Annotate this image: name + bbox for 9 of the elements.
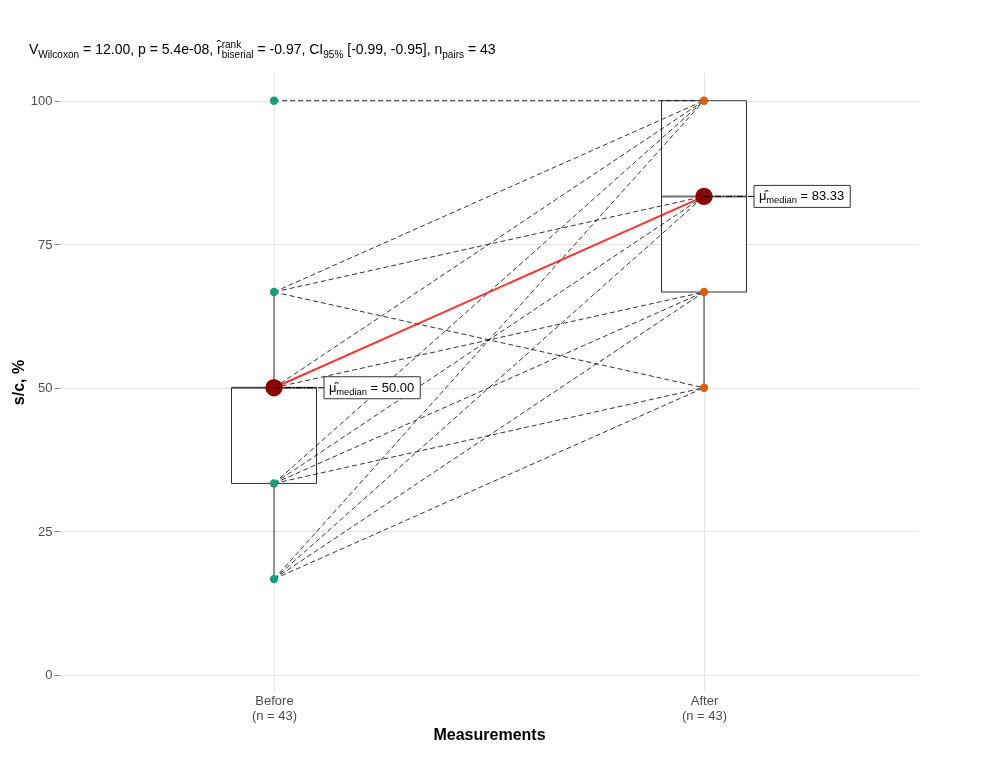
y-tick-label: 25 (38, 523, 53, 539)
x-axis-title: Measurements (433, 725, 546, 743)
y-axis-title: s/c, % (9, 359, 27, 406)
y-tick-label: 75 (38, 236, 53, 252)
y-tick-label: 100 (30, 93, 53, 109)
x-tick-label: After (n = 43) (681, 692, 728, 723)
x-tick-label: Before (n = 43) (251, 692, 298, 723)
y-tick-label: 50 (38, 380, 53, 396)
y-tick-label: 0 (45, 667, 53, 683)
